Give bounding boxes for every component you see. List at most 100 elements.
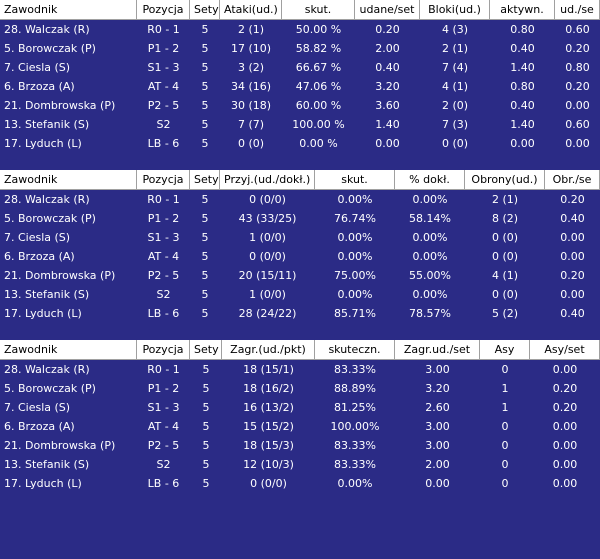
table-cell: 5. Borowczak (P) <box>4 382 96 395</box>
table-cell: S1 - 3 <box>147 401 180 414</box>
column-header: Sety <box>190 170 220 190</box>
table-cell: 5 <box>201 118 209 131</box>
table-cell: 0 <box>501 363 509 376</box>
table-cell: 5 <box>201 307 209 320</box>
table-cell: 88.89% <box>334 382 376 395</box>
table-cell: 100.00 % <box>292 118 345 131</box>
table-cell: 66.67 % <box>295 61 342 74</box>
table-cell: P1 - 2 <box>147 212 180 225</box>
table-cell: 6. Brzoza (A) <box>4 80 75 93</box>
table-cell: 21. Dombrowska (P) <box>4 439 116 452</box>
table-cell: 20 (15/11) <box>238 269 297 282</box>
table-cell: 5 <box>202 439 210 452</box>
table-cell: 3.20 <box>375 80 400 93</box>
table-cell: 2 (1) <box>237 23 265 36</box>
table-cell: 4 (1) <box>491 269 519 282</box>
table-cell: 58.14% <box>409 212 451 225</box>
column-header: Pozycja <box>137 0 190 20</box>
table-cell: 1.40 <box>510 118 535 131</box>
table-cell: 30 (18) <box>230 99 272 112</box>
table-cell: 17. Lyduch (L) <box>4 137 82 150</box>
column-header: skut. <box>282 0 355 20</box>
table-cell: 81.25% <box>334 401 376 414</box>
table-cell: 17. Lyduch (L) <box>4 477 82 490</box>
column-header: Obrony(ud.) <box>465 170 545 190</box>
table-cell: 85.71% <box>334 307 376 320</box>
table-cell: P1 - 2 <box>147 382 180 395</box>
table-cell: 0.40 <box>375 61 400 74</box>
column-header: skut. <box>315 170 395 190</box>
table-cell: 1.40 <box>510 61 535 74</box>
table-cell: 0.00 <box>425 477 450 490</box>
table-cell: 0.00% <box>337 250 373 263</box>
table-cell: 13. Stefanik (S) <box>4 288 90 301</box>
table-cell: 1.40 <box>375 118 400 131</box>
table-cell: 5 <box>201 193 209 206</box>
table-cell: 12 (10/3) <box>243 458 294 471</box>
table-cell: 28. Walczak (R) <box>4 193 90 206</box>
table-cell: 0.00% <box>337 477 373 490</box>
column-header: udane/set <box>355 0 420 20</box>
table-cell: 7 (7) <box>237 118 265 131</box>
table-cell: 3.20 <box>425 382 450 395</box>
table-cell: 0.20 <box>560 193 585 206</box>
table-cell: 0.00 <box>375 137 400 150</box>
table-cell: 1 (0/0) <box>249 231 286 244</box>
table-cell: 17 (10) <box>230 42 272 55</box>
table-cell: 0.20 <box>565 42 590 55</box>
column-header: Ataki(ud.) <box>220 0 282 20</box>
table-cell: 0.00 <box>552 458 578 471</box>
table-cell: 76.74% <box>334 212 376 225</box>
table-cell: 3.00 <box>425 439 450 452</box>
table-cell: 8 (2) <box>491 212 519 225</box>
table-cell: 28 (24/22) <box>238 307 297 320</box>
table-cell: 2 (0) <box>441 99 469 112</box>
table-cell: 5 <box>202 363 210 376</box>
table-cell: 0.40 <box>560 307 585 320</box>
table-cell: 5. Borowczak (P) <box>4 212 96 225</box>
table-cell: 0.00 <box>560 250 585 263</box>
table-cell: 5 <box>201 250 209 263</box>
table-cell: 5 <box>201 23 209 36</box>
table-cell: 5 <box>201 288 209 301</box>
table-cell: 0.20 <box>375 23 400 36</box>
table-cell: 0 (0/0) <box>249 250 286 263</box>
table-cell: 28. Walczak (R) <box>4 23 90 36</box>
table-cell: R0 - 1 <box>147 193 180 206</box>
table-cell: 2.60 <box>425 401 450 414</box>
table-cell: 0.00 <box>560 231 585 244</box>
table-cell: 5 <box>201 212 209 225</box>
table-cell: LB - 6 <box>147 137 180 150</box>
table-cell: 5 <box>201 137 209 150</box>
table-cell: 0.80 <box>565 61 590 74</box>
table-cell: 5 <box>202 382 210 395</box>
column-header: Pozycja <box>137 170 190 190</box>
table-cell: 5 <box>202 401 210 414</box>
table-cell: 7. Ciesla (S) <box>4 61 71 74</box>
table-cell: 7. Ciesla (S) <box>4 231 71 244</box>
table-cell: 0.40 <box>510 42 535 55</box>
table-cell: 7 (4) <box>441 61 469 74</box>
column-header: ud./se <box>555 0 600 20</box>
table-cell: AT - 4 <box>147 420 180 433</box>
table-cell: 78.57% <box>409 307 451 320</box>
table-cell: 7 (3) <box>441 118 469 131</box>
column-header: Zawodnik <box>0 170 137 190</box>
column-header: Pozycja <box>137 340 190 360</box>
column-header: aktywn. <box>490 0 555 20</box>
table-cell: 6. Brzoza (A) <box>4 420 75 433</box>
table-cell: 18 (16/2) <box>243 382 294 395</box>
table-cell: 0.00% <box>412 193 448 206</box>
table-cell: 0.00 % <box>299 137 338 150</box>
table-cell: 5 <box>201 80 209 93</box>
table-cell: 75.00% <box>334 269 376 282</box>
table-cell: LB - 6 <box>147 477 180 490</box>
table-cell: 0 (0/0) <box>249 193 286 206</box>
table-cell: R0 - 1 <box>147 363 180 376</box>
table-cell: 0.60 <box>565 118 590 131</box>
table-cell: 2.00 <box>425 458 450 471</box>
table-cell: 7. Ciesla (S) <box>4 401 71 414</box>
table-cell: 0.00 <box>552 439 578 452</box>
table-cell: 50.00 % <box>295 23 342 36</box>
